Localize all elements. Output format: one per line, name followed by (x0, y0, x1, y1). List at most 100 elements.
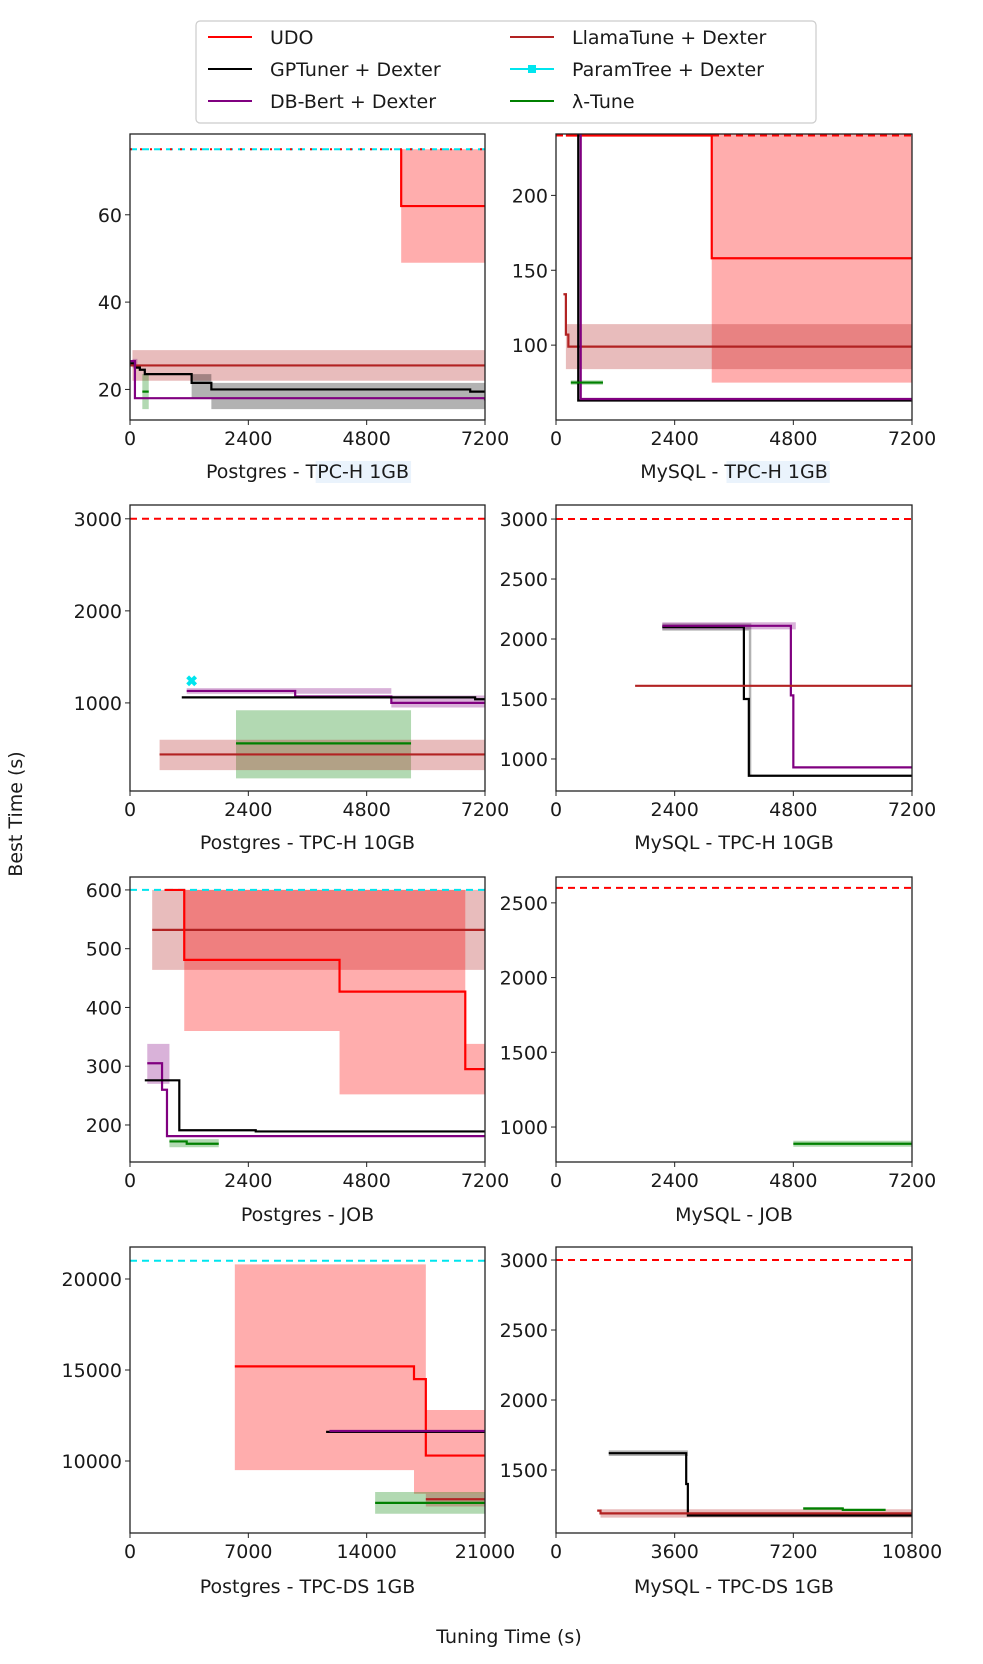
panel-title: MySQL - TPC-H 1GB (640, 461, 828, 483)
panel-mysql-tpc-ds-1gb: 0 3600 7200 10800 1500 2000 2500 3000 MySQL - TP… (500, 1246, 942, 1598)
panel-title: Postgres - JOB (241, 1204, 374, 1226)
series-line-lambda-tune (169, 1140, 219, 1145)
legend-label: LlamaTune + Dexter (572, 27, 767, 49)
legend-frame (195, 20, 817, 124)
x-tick-label: 7200 (461, 1170, 509, 1192)
series-line-udo (400, 149, 485, 208)
y-axis-label: Best Time (s) (5, 751, 27, 876)
legend-entry-udo: UDO (208, 27, 314, 49)
y-tick-label: 3000 (500, 1250, 548, 1272)
x-tick-label: 2400 (224, 1170, 272, 1192)
y-tick-label: 2500 (500, 569, 548, 591)
legend-label: λ-Tune (572, 91, 635, 113)
series-line-gptuner-dexter (608, 1452, 912, 1517)
y-tick-label: 20 (98, 379, 122, 401)
legend-marker (528, 65, 536, 73)
x-axis-label: Tuning Time (s) (435, 1626, 582, 1648)
x-tick-label: 0 (550, 428, 562, 450)
axes-frame (555, 133, 913, 421)
x-tick-label: 7200 (769, 1541, 817, 1563)
panel-mysql-tpc-h-1gb: 0 2400 4800 7200 100 150 200 MySQL - TPC-H 1GB (512, 133, 936, 483)
y-tick-label: 600 (86, 880, 122, 902)
panel-title: Postgres - TPC-H 10GB (200, 832, 415, 854)
panel-postgres-job: 0 2400 4800 7200 200 300 400 500 600 Postgres - J… (86, 876, 509, 1226)
x-tick-label: 0 (124, 1170, 136, 1192)
y-tick-label: 3000 (500, 509, 548, 531)
x-tick-label: 7200 (461, 428, 509, 450)
y-tick-label: 1500 (500, 1460, 548, 1482)
y-tick-label: 200 (86, 1115, 122, 1137)
panel-title: MySQL - TPC-DS 1GB (634, 1576, 834, 1598)
axes-frame (555, 1246, 913, 1534)
x-tick-label: 4800 (342, 428, 390, 450)
x-tick-label: 4800 (342, 1170, 390, 1192)
series-line-udo (234, 1365, 485, 1457)
x-tick-label: 7000 (224, 1541, 272, 1563)
y-tick-label: 400 (86, 997, 122, 1019)
series-line-lambda-tune (803, 1507, 886, 1511)
y-tick-label: 500 (86, 939, 122, 961)
marker-paramtree-dexter (186, 675, 198, 687)
y-tick-label: 1500 (500, 689, 548, 711)
x-tick-label: 0 (124, 1541, 136, 1563)
panel-title: MySQL - TPC-H 10GB (634, 832, 834, 854)
panel-title: Postgres - TPC-DS 1GB (200, 1576, 416, 1598)
axes-frame (129, 876, 486, 1163)
y-tick-label: 2000 (500, 1390, 548, 1412)
panel-title: Postgres - TPC-H 1GB (206, 461, 409, 483)
series-line-llamatune-dexter (563, 293, 912, 348)
y-tick-label: 60 (98, 205, 122, 227)
panel-mysql-tpc-h-10gb: 0 2400 4800 7200 1000 1500 2000 2500 3000 MySQL -… (500, 504, 936, 854)
band-udo (234, 1264, 485, 1494)
y-tick-label: 40 (98, 292, 122, 314)
x-tick-label: 21000 (455, 1541, 515, 1563)
axes-frame (129, 1246, 486, 1534)
y-tick-label: 2000 (500, 629, 548, 651)
y-tick-label: 20000 (62, 1269, 122, 1291)
legend-label: ParamTree + Dexter (572, 59, 764, 81)
plot-area (130, 1259, 485, 1514)
y-tick-label: 300 (86, 1056, 122, 1078)
panel-title: MySQL - JOB (675, 1204, 793, 1226)
x-tick-label: 3600 (650, 1541, 698, 1563)
series-line-db-bert-dexter (147, 1062, 485, 1138)
legend-label: GPTuner + Dexter (270, 59, 441, 81)
x-tick-label: 4800 (342, 799, 390, 821)
legend-entry-paramtree-dexter: ParamTree + Dexter (510, 59, 764, 81)
y-tick-label: 2500 (500, 1320, 548, 1342)
legend-entry-llamatune-dexter: LlamaTune + Dexter (510, 27, 767, 49)
x-tick-label: 14000 (336, 1541, 396, 1563)
axes-frame (555, 876, 913, 1163)
plot-area (130, 148, 485, 410)
y-tick-label: 2000 (500, 968, 548, 990)
band-gptuner-dexter (662, 623, 752, 776)
x-tick-label: 7200 (888, 1170, 936, 1192)
panel-mysql-job: 0 2400 4800 7200 1000 1500 2000 2500 MySQL - JOB (500, 876, 936, 1226)
legend-label: DB-Bert + Dexter (270, 91, 436, 113)
plot-area (556, 886, 912, 1147)
x-tick-label: 7200 (888, 428, 936, 450)
legend-label: UDO (270, 27, 314, 49)
x-tick-label: 2400 (650, 1170, 698, 1192)
legend-entry-db-bert-dexter: DB-Bert + Dexter (208, 91, 436, 113)
x-tick-label: 4800 (769, 1170, 817, 1192)
series-line-db-bert-dexter (579, 134, 912, 401)
axes-frame (129, 504, 486, 792)
y-tick-label: 1000 (74, 693, 122, 715)
title-highlight (315, 461, 412, 483)
y-tick-label: 2500 (500, 893, 548, 915)
x-tick-label: 0 (550, 799, 562, 821)
band-db-bert-dexter (147, 1043, 170, 1137)
legend: UDO LlamaTune + Dexter GPTuner + Dexter Par… (195, 20, 817, 124)
x-tick-label: 0 (550, 1170, 562, 1192)
title-highlight (726, 461, 830, 483)
plot-area (556, 518, 912, 777)
x-tick-label: 2400 (224, 428, 272, 450)
x-tick-label: 0 (124, 799, 136, 821)
x-tick-label: 2400 (224, 799, 272, 821)
panel-postgres-tpc-ds-1gb: 0 7000 14000 21000 10000 15000 20000 Postgres -… (62, 1246, 515, 1598)
band-udo (184, 889, 485, 1095)
y-tick-label: 150 (512, 260, 548, 282)
series-line-db-bert-dexter (130, 359, 485, 401)
x-tick-label: 7200 (461, 799, 509, 821)
